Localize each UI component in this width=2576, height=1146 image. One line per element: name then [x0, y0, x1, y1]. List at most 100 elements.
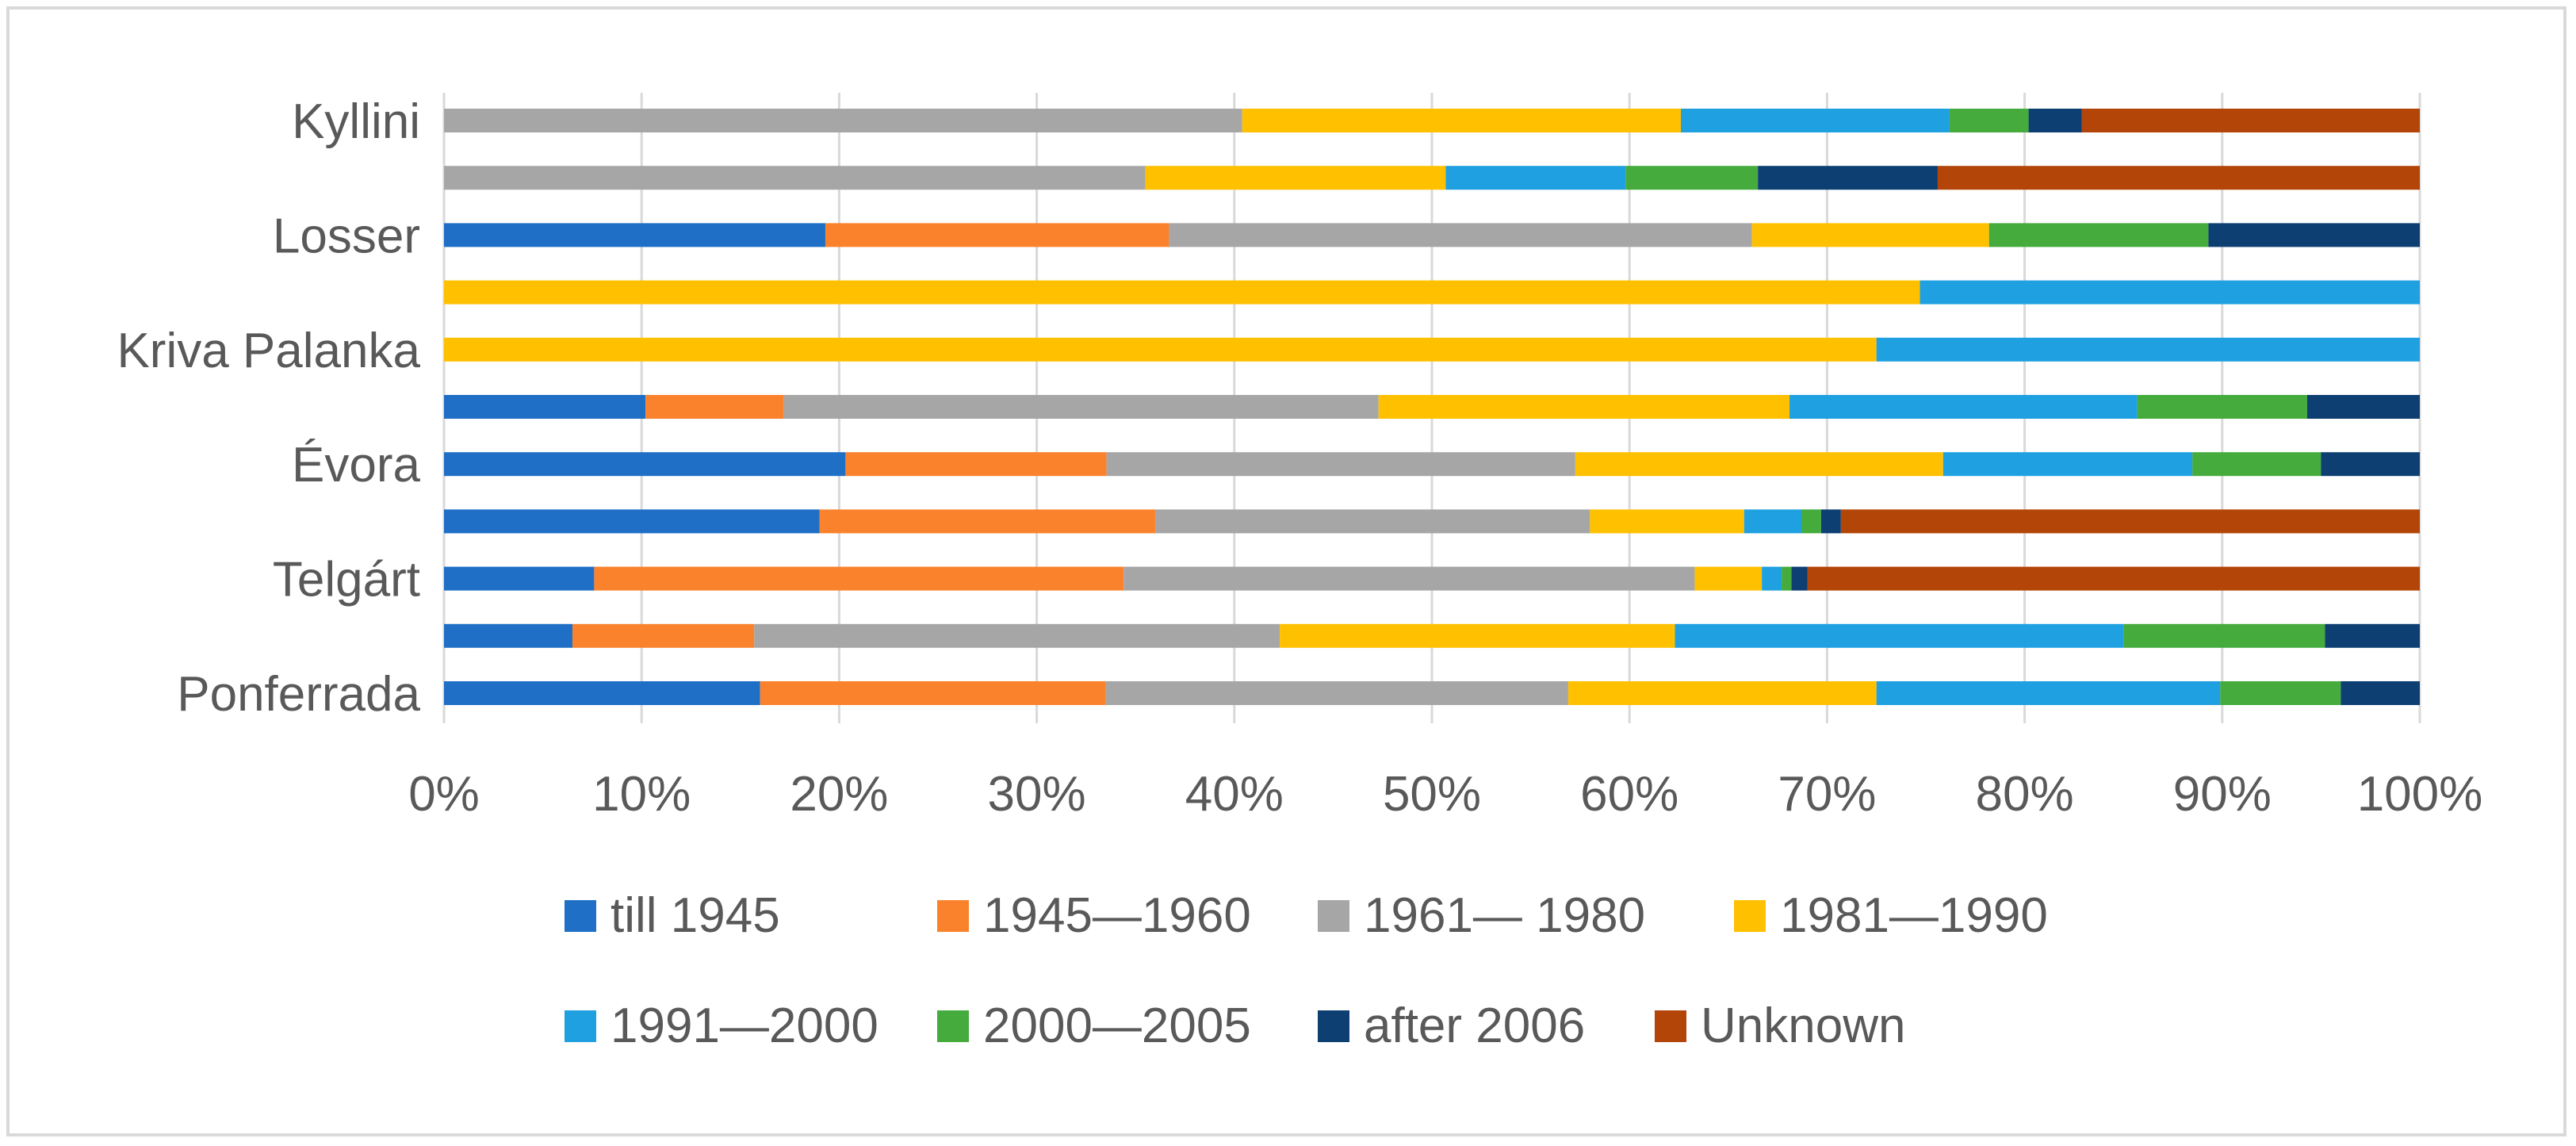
stacked-bar-chart: Ponferrada Telgárt Évora Kriva Palanka Losse… — [117, 93, 2482, 1053]
x-tick-label: 60% — [1580, 767, 1678, 822]
x-tick-label: 80% — [1976, 767, 2074, 822]
bar-segment — [1625, 166, 1759, 190]
bar-segment — [2208, 223, 2420, 247]
bar-segment — [2325, 623, 2420, 648]
category-label: Kriva Palanka — [117, 324, 420, 378]
bar-segment — [1801, 509, 1821, 534]
x-tick-label: 50% — [1383, 767, 1481, 822]
bar-segment — [1675, 623, 2124, 648]
legend-label: Unknown — [1701, 998, 1905, 1053]
bar-segment — [1943, 452, 2193, 477]
bar-segment — [1155, 509, 1590, 534]
bar-segment — [1807, 566, 2420, 591]
bar-segment — [1762, 566, 1782, 591]
bar-segment — [2306, 395, 2420, 419]
legend-label: 1991—2000 — [611, 998, 878, 1053]
bar-segment — [1751, 223, 1989, 247]
bar-segment — [1242, 109, 1681, 132]
bar-segment — [1840, 509, 2420, 534]
bar-segment — [1694, 566, 1763, 591]
bar-segment — [444, 223, 825, 247]
bar-segment — [2192, 452, 2321, 477]
bar-segment — [1106, 452, 1575, 477]
chart-frame: Ponferrada Telgárt Évora Kriva Palanka Losse… — [6, 6, 2566, 1136]
bar-segment — [1876, 681, 2221, 705]
x-tick-label: 70% — [1778, 767, 1876, 822]
bar-segment — [444, 452, 846, 477]
bar-segment — [1123, 566, 1695, 591]
bar-segment — [1378, 395, 1790, 419]
category-labels: Ponferrada Telgárt Évora Kriva Palanka Losse… — [117, 94, 420, 722]
legend-swatch — [565, 900, 596, 932]
x-tick-label: 40% — [1185, 767, 1284, 822]
legend-label: 2000—2005 — [983, 998, 1251, 1053]
legend: till 1945 1945—1960 1961— 1980 1981—1990 199… — [565, 888, 2048, 1053]
legend-swatch — [565, 1010, 596, 1042]
bar-segment — [594, 566, 1124, 591]
legend-label: 1981—1990 — [1780, 888, 2048, 943]
category-label: Ponferrada — [177, 667, 420, 722]
x-tick-label: 20% — [790, 767, 888, 822]
bar-segment — [1680, 109, 1950, 132]
legend-label: after 2006 — [1364, 998, 1585, 1053]
legend-swatch — [1318, 900, 1349, 932]
bar-segment — [1743, 509, 1802, 534]
legend-swatch — [1655, 1010, 1686, 1042]
category-label: Évora — [292, 438, 420, 493]
bar-segment — [444, 623, 572, 648]
legend-swatch — [1318, 1010, 1349, 1042]
x-tick-label: 100% — [2357, 767, 2483, 822]
bar-segment — [2081, 109, 2420, 132]
bar-segment — [1988, 223, 2209, 247]
x-tick-label: 90% — [2173, 767, 2272, 822]
x-tick-labels: 0% 10% 20% 30% 40% 50% 60% 70% 80% 90% 100% — [408, 767, 2482, 822]
bar-segment — [444, 337, 1877, 362]
bar-segment — [444, 566, 595, 591]
bar-segment — [572, 623, 755, 648]
x-tick-label: 0% — [408, 767, 480, 822]
bar-segment — [1820, 509, 1841, 534]
bar-segment — [1145, 166, 1446, 190]
bar-segment — [1105, 681, 1568, 705]
bar-segment — [1575, 452, 1943, 477]
legend-swatch — [937, 1010, 969, 1042]
bar-segment — [1791, 566, 1808, 591]
bar-segment — [2123, 623, 2325, 648]
bar-segment — [1920, 280, 2420, 305]
bar-segment — [1782, 566, 1792, 591]
bar-segment — [819, 509, 1156, 534]
bar-segment — [444, 280, 1920, 305]
x-tick-label: 10% — [592, 767, 691, 822]
bar-segment — [1280, 623, 1675, 648]
bar-segment — [444, 166, 1146, 190]
bar-segment — [1590, 509, 1744, 534]
bar-segment — [1937, 166, 2420, 190]
x-tick-label: 30% — [988, 767, 1086, 822]
bar-segment — [2137, 395, 2307, 419]
bar-segment — [444, 109, 1242, 132]
bar-segment — [444, 395, 646, 419]
bar-segment — [845, 452, 1107, 477]
legend-swatch — [1734, 900, 1766, 932]
bar-segment — [783, 395, 1379, 419]
bar-segment — [1169, 223, 1752, 247]
bar-segment — [1949, 109, 2029, 132]
category-label: Losser — [273, 209, 420, 263]
bar-segment — [1758, 166, 1938, 190]
bar-segment — [1567, 681, 1877, 705]
bar-segment — [825, 223, 1169, 247]
bar-segment — [1876, 337, 2420, 362]
legend-label: till 1945 — [611, 888, 780, 943]
bar-segment — [645, 395, 784, 419]
category-label: Telgárt — [273, 553, 420, 607]
bar-segment — [2321, 452, 2420, 477]
legend-swatch — [937, 900, 969, 932]
bars — [444, 109, 2420, 705]
bar-segment — [2220, 681, 2341, 705]
bar-segment — [760, 681, 1106, 705]
bar-segment — [444, 681, 760, 705]
bar-segment — [2028, 109, 2082, 132]
legend-label: 1945—1960 — [983, 888, 1251, 943]
bar-segment — [1445, 166, 1626, 190]
legend-label: 1961— 1980 — [1364, 888, 1645, 943]
